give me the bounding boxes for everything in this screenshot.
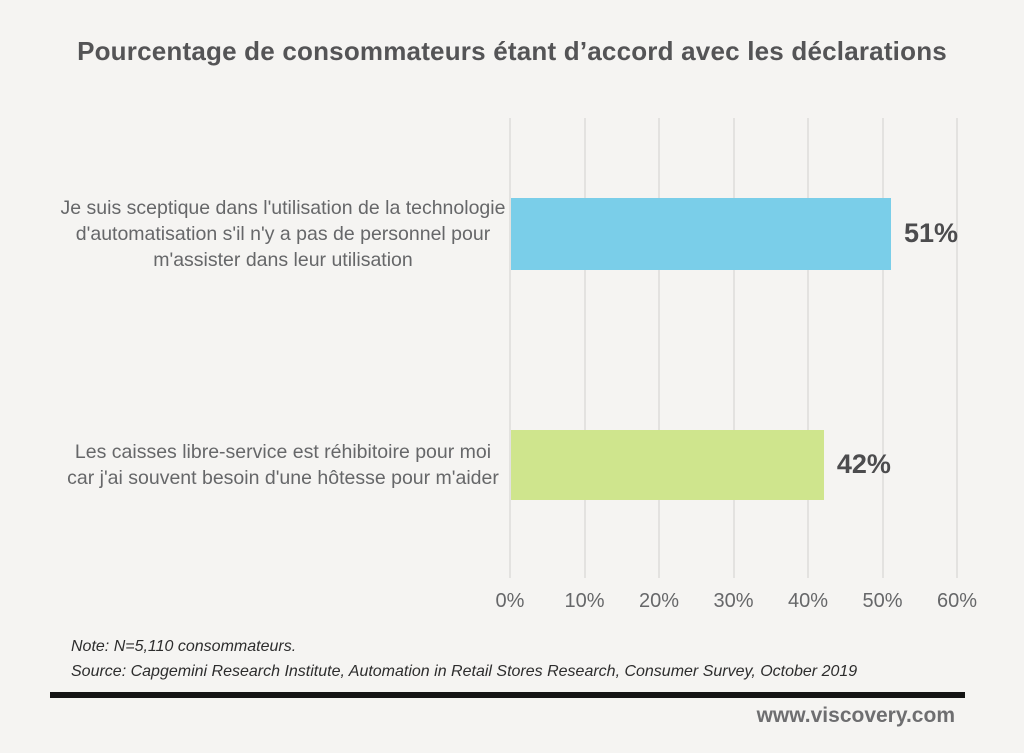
source-text: Source: Capgemini Research Institute, Au… <box>71 663 858 680</box>
x-axis-tick-label: 40% <box>787 590 829 612</box>
value-label-skeptical: 51% <box>903 217 958 248</box>
gridline <box>658 118 660 578</box>
gridline <box>881 118 884 578</box>
note-text: Note: N=5,110 consommateurs. <box>71 638 297 655</box>
bar-self-checkout <box>511 430 824 500</box>
gridline <box>509 118 511 578</box>
x-axis-tick-label: 10% <box>564 590 605 612</box>
category-label-skeptical: Je suis sceptique dans l'utilisation de … <box>60 197 506 271</box>
bar-row-skeptical: Je suis sceptique dans l'utilisation de … <box>0 197 1024 271</box>
x-axis-tick-label: 60% <box>936 590 978 612</box>
footer-divider <box>50 692 965 698</box>
x-axis-tick-label: 0% <box>495 590 525 612</box>
gridline <box>956 118 958 578</box>
category-label-self-checkout: Les caisses libre-service est réhibitoir… <box>67 441 499 489</box>
gridline <box>583 118 586 578</box>
gridline <box>807 118 809 578</box>
chart-title: Pourcentage de consommateurs étant d’acc… <box>77 36 947 66</box>
gridline <box>732 118 735 578</box>
x-axis-tick-label: 20% <box>638 590 680 612</box>
value-label-self-checkout: 42% <box>836 448 891 479</box>
website-url: www.viscovery.com <box>756 704 955 727</box>
x-axis-tick-label: 50% <box>862 590 903 612</box>
x-axis-tick-label: 30% <box>713 590 754 612</box>
bar-row-self-checkout: Les caisses libre-service est réhibitoir… <box>0 430 1024 500</box>
bar-skeptical <box>511 198 891 270</box>
